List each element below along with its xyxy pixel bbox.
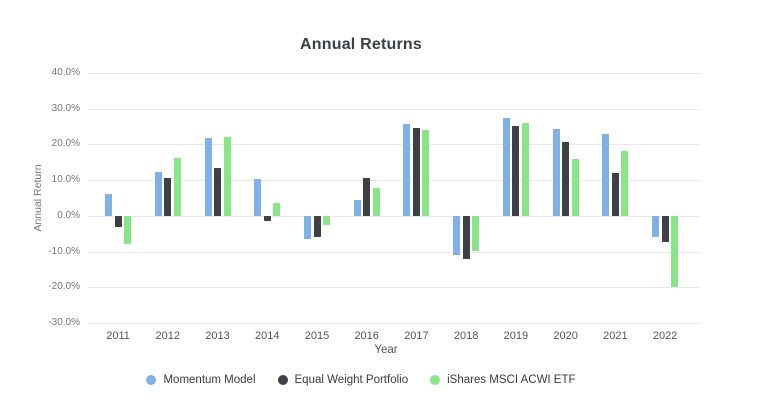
x-tick-label-2011: 2011 xyxy=(106,330,130,342)
bar-ishares-msci-acwi-etf-2018[interactable] xyxy=(472,215,480,251)
y-tick-label-0: 0.0% xyxy=(57,210,80,221)
x-tick-label-2013: 2013 xyxy=(205,330,230,342)
bar-ishares-msci-acwi-etf-2016[interactable] xyxy=(372,187,380,216)
y-tick-label-40: 40.0% xyxy=(51,67,80,78)
legend-item-momentum-model[interactable]: Momentum Model xyxy=(146,374,256,386)
x-tick-label-2018: 2018 xyxy=(453,330,479,342)
gridline-20 xyxy=(88,144,700,145)
bar-equal-weight-portfolio-2014[interactable] xyxy=(263,215,271,222)
legend-item-equal-weight-portfolio[interactable]: Equal Weight Portfolio xyxy=(277,374,409,386)
gridline-10 xyxy=(88,180,700,181)
x-tick-label-2020: 2020 xyxy=(553,330,578,342)
legend-label-momentum-model: Momentum Model xyxy=(163,374,256,386)
bar-equal-weight-portfolio-2020[interactable] xyxy=(562,142,570,216)
bar-momentum-model-2019[interactable] xyxy=(502,118,510,216)
bar-momentum-model-2015[interactable] xyxy=(304,215,311,239)
bar-momentum-model-2016[interactable] xyxy=(353,199,361,216)
bar-equal-weight-portfolio-2013[interactable] xyxy=(214,168,221,216)
bar-ishares-msci-acwi-etf-2019[interactable] xyxy=(521,122,529,216)
x-tick-label-2014: 2014 xyxy=(255,330,280,342)
bar-equal-weight-portfolio-2012[interactable] xyxy=(164,178,172,216)
legend-dot-ishares-msci-acwi-etf xyxy=(430,375,441,385)
bar-momentum-model-2014[interactable] xyxy=(254,179,262,216)
bar-ishares-msci-acwi-etf-2022[interactable] xyxy=(671,215,679,287)
bar-momentum-model-2011[interactable] xyxy=(105,194,113,216)
bar-ishares-msci-acwi-etf-2011[interactable] xyxy=(124,215,132,245)
y-tick-label--10: -10.0% xyxy=(48,246,80,257)
y-tick-label--20: -20.0% xyxy=(48,281,80,292)
gridline-0 xyxy=(88,216,700,217)
bar-momentum-model-2022[interactable] xyxy=(652,215,660,237)
bar-momentum-model-2013[interactable] xyxy=(204,138,212,216)
gridline-30 xyxy=(88,109,700,110)
bar-equal-weight-portfolio-2022[interactable] xyxy=(661,215,669,242)
x-tick-label-2016: 2016 xyxy=(354,330,379,342)
bar-equal-weight-portfolio-2016[interactable] xyxy=(363,178,371,216)
gridline--30 xyxy=(88,323,700,324)
bar-momentum-model-2020[interactable] xyxy=(552,129,560,216)
x-tick-label-2015: 2015 xyxy=(304,330,330,342)
y-tick-label-20: 20.0% xyxy=(51,138,80,149)
gridline--10 xyxy=(88,252,700,253)
gridline--20 xyxy=(88,287,700,288)
bar-ishares-msci-acwi-etf-2014[interactable] xyxy=(273,203,281,216)
bar-ishares-msci-acwi-etf-2020[interactable] xyxy=(571,158,579,216)
bar-ishares-msci-acwi-etf-2015[interactable] xyxy=(323,215,330,225)
bar-equal-weight-portfolio-2011[interactable] xyxy=(114,215,122,228)
bar-equal-weight-portfolio-2017[interactable] xyxy=(412,128,420,216)
legend-dot-equal-weight-portfolio xyxy=(277,375,288,385)
y-tick-label-10: 10.0% xyxy=(51,174,80,185)
bar-ishares-msci-acwi-etf-2013[interactable] xyxy=(223,136,231,216)
legend-dot-momentum-model xyxy=(146,375,157,385)
gridline-40 xyxy=(88,73,700,74)
bar-equal-weight-portfolio-2021[interactable] xyxy=(611,173,619,216)
bar-ishares-msci-acwi-etf-2021[interactable] xyxy=(621,150,629,216)
bar-ishares-msci-acwi-etf-2017[interactable] xyxy=(422,130,430,216)
x-tick-label-2017: 2017 xyxy=(404,330,429,342)
bar-equal-weight-portfolio-2018[interactable] xyxy=(462,215,470,260)
x-tick-label-2019: 2019 xyxy=(503,330,529,342)
bar-equal-weight-portfolio-2015[interactable] xyxy=(313,215,321,237)
bar-momentum-model-2017[interactable] xyxy=(403,123,411,216)
bar-momentum-model-2018[interactable] xyxy=(453,215,461,256)
bar-momentum-model-2021[interactable] xyxy=(602,134,610,216)
bar-ishares-msci-acwi-etf-2012[interactable] xyxy=(173,157,181,216)
x-axis-title: Year xyxy=(374,344,398,356)
bar-equal-weight-portfolio-2019[interactable] xyxy=(512,125,520,216)
legend: Momentum Model Equal Weight Portfolio iSha… xyxy=(0,374,722,386)
x-tick-label-2021: 2021 xyxy=(603,330,628,342)
legend-label-equal-weight-portfolio: Equal Weight Portfolio xyxy=(294,374,409,386)
legend-label-ishares-msci-acwi-etf: iShares MSCI ACWI ETF xyxy=(447,374,576,386)
legend-item-ishares-msci-acwi-etf[interactable]: iShares MSCI ACWI ETF xyxy=(430,374,576,386)
chart-title: Annual Returns xyxy=(300,36,422,53)
bar-momentum-model-2012[interactable] xyxy=(154,171,162,216)
y-tick-label--30: -30.0% xyxy=(48,317,80,328)
x-tick-label-2022: 2022 xyxy=(652,330,678,342)
x-tick-label-2012: 2012 xyxy=(155,330,181,342)
y-tick-label-30: 30.0% xyxy=(51,103,80,114)
